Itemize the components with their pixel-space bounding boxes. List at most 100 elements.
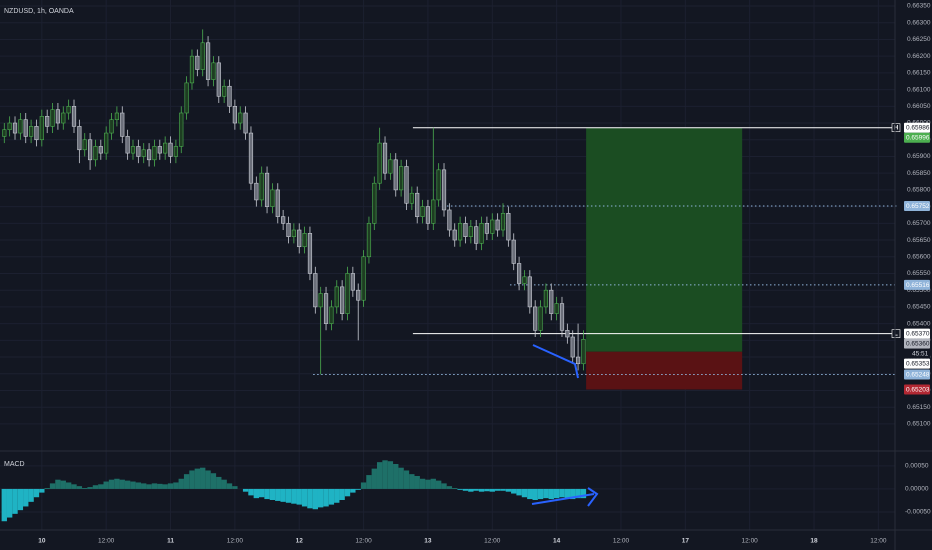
macd-bar xyxy=(200,467,206,489)
macd-bar xyxy=(280,488,286,502)
macd-bar xyxy=(360,482,367,489)
candle-body xyxy=(297,229,302,248)
x-tick-label: 13 xyxy=(424,538,432,545)
macd-bar xyxy=(259,488,265,498)
candle-body xyxy=(533,306,538,331)
countdown-bg xyxy=(904,348,930,359)
candle-body xyxy=(323,293,329,324)
candle-body xyxy=(356,289,361,301)
macd-bar xyxy=(1,488,7,522)
candle-body xyxy=(125,136,130,154)
y-tick-label: 0.66350 xyxy=(907,3,931,10)
macd-bar xyxy=(537,488,544,500)
candle-body xyxy=(420,206,425,217)
price-label: 0.65248 xyxy=(906,371,930,378)
macd-bar xyxy=(478,488,485,492)
macd-bar xyxy=(543,488,549,499)
macd-bar xyxy=(393,464,399,489)
candles xyxy=(2,29,586,375)
y-tick-label: 0.65500 xyxy=(907,287,931,294)
candle-body xyxy=(318,293,323,308)
candle-body xyxy=(45,116,50,127)
macd-bar xyxy=(221,479,227,489)
macd-bar xyxy=(339,488,345,500)
candle-body xyxy=(82,139,87,151)
candle-body xyxy=(66,106,71,114)
candle-body xyxy=(361,256,366,301)
macd-bar xyxy=(468,488,474,492)
candle-body xyxy=(173,146,178,157)
candle-body xyxy=(388,159,393,174)
macd-bar xyxy=(484,488,490,492)
candle-body xyxy=(179,112,184,147)
candle-body xyxy=(484,223,490,234)
macd-tick-label: 0.00050 xyxy=(905,463,929,470)
macd-bar xyxy=(210,473,217,489)
x-tick-label: 12:00 xyxy=(613,538,630,545)
candle-body xyxy=(146,149,152,161)
macd-bar xyxy=(350,488,356,493)
y-tick-label: 0.65850 xyxy=(907,170,931,177)
macd-bar xyxy=(307,488,313,509)
candle-body xyxy=(29,126,34,137)
macd-bar xyxy=(387,461,394,489)
macd-bar xyxy=(33,488,40,498)
y-tick-label: 0.65550 xyxy=(907,270,931,277)
line-marker: H xyxy=(894,126,898,132)
candle-body xyxy=(340,286,345,314)
macd-bar xyxy=(334,488,340,503)
macd-bar xyxy=(553,488,560,499)
macd-bar xyxy=(173,482,179,489)
candle-body xyxy=(211,62,216,80)
position-tool xyxy=(586,127,743,390)
macd-tick-label: 0.00000 xyxy=(905,486,929,493)
x-tick-label: 12:00 xyxy=(742,538,759,545)
x-tick-label: 10 xyxy=(38,538,46,545)
price-label-bg xyxy=(904,338,930,349)
macd-bar xyxy=(419,478,426,489)
macd-bar xyxy=(312,488,318,510)
candle-body xyxy=(479,223,484,244)
line-marker: L xyxy=(894,332,898,338)
macd-bar xyxy=(570,488,576,500)
macd-bar xyxy=(371,468,377,489)
candle-body xyxy=(468,226,473,237)
candle-body xyxy=(216,62,221,97)
candle-body xyxy=(399,166,404,191)
y-tick-label: 0.66150 xyxy=(907,70,931,77)
price-label: 0.65360 xyxy=(906,341,930,348)
candle-body xyxy=(34,126,39,141)
macd-bar xyxy=(291,488,297,504)
candle-body xyxy=(120,112,125,137)
macd-bar xyxy=(564,488,571,499)
candle-body xyxy=(232,106,237,124)
candle-body xyxy=(393,159,398,191)
macd-bar xyxy=(49,483,56,489)
candle-body xyxy=(570,336,575,358)
candle-body xyxy=(152,146,157,161)
macd-bar xyxy=(141,483,147,489)
macd-bar xyxy=(6,488,13,518)
candle-body xyxy=(559,303,565,331)
countdown: 45:51 xyxy=(912,351,929,358)
x-tick-label: 12:00 xyxy=(870,538,887,545)
y-tick-label: 0.65150 xyxy=(907,404,931,411)
candle-body xyxy=(114,112,120,120)
candle-body xyxy=(538,306,543,331)
y-tick-label: 0.66250 xyxy=(907,36,931,43)
candle-body xyxy=(372,182,377,224)
candle-body xyxy=(71,106,77,127)
macd-bar xyxy=(226,483,233,489)
candle-body xyxy=(23,119,28,137)
candle-body xyxy=(238,112,243,124)
macd-bar xyxy=(285,488,292,503)
macd-bar xyxy=(167,483,174,489)
macd-bar xyxy=(71,484,77,489)
line-marker-box xyxy=(891,329,901,338)
macd-bar xyxy=(17,488,24,511)
candle-body xyxy=(248,132,254,184)
candle-body xyxy=(425,206,431,224)
x-tick-label: 12:00 xyxy=(227,538,244,545)
candle-body xyxy=(409,192,414,204)
macd-bar xyxy=(114,478,120,489)
